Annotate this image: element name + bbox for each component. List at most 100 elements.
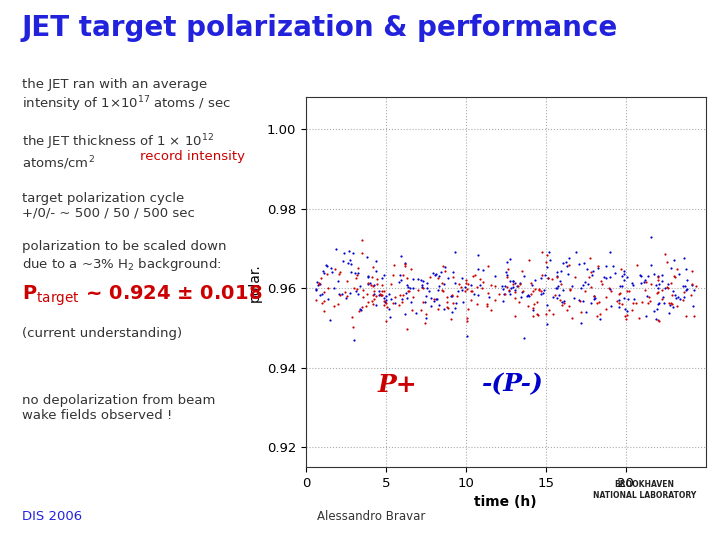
Point — [387, 299, 398, 307]
Point — [508, 280, 519, 288]
Point — [514, 279, 526, 288]
Point — [564, 286, 576, 294]
Point — [468, 289, 480, 298]
Point — [613, 302, 625, 311]
Point — [408, 275, 419, 284]
Point — [668, 272, 680, 280]
Point — [418, 276, 429, 285]
Point — [593, 298, 605, 306]
Point — [447, 298, 459, 307]
Point — [333, 289, 345, 298]
Point — [593, 264, 604, 273]
Point — [538, 286, 549, 294]
Point — [665, 298, 676, 307]
Point — [513, 298, 524, 307]
Point — [594, 309, 606, 318]
Point — [342, 259, 354, 267]
Point — [527, 304, 539, 313]
Point — [366, 282, 378, 291]
Point — [449, 304, 461, 313]
Point — [400, 310, 411, 319]
Text: P$_{\rm target}$ ~ 0.924 ± 0.018: P$_{\rm target}$ ~ 0.924 ± 0.018 — [22, 284, 262, 308]
Point — [642, 299, 654, 307]
Point — [501, 271, 513, 280]
Text: -(P-): -(P-) — [482, 373, 544, 396]
Point — [393, 301, 405, 309]
Point — [477, 265, 489, 274]
Point — [604, 273, 616, 282]
Point — [580, 287, 591, 296]
Point — [399, 262, 410, 271]
Point — [613, 295, 625, 304]
Point — [452, 287, 464, 295]
Point — [641, 312, 652, 320]
Point — [521, 292, 533, 300]
Point — [688, 312, 700, 321]
Point — [341, 276, 353, 285]
Point — [535, 287, 546, 295]
Point — [415, 275, 427, 284]
Point — [367, 263, 379, 272]
Point — [669, 273, 680, 282]
Point — [613, 299, 625, 307]
Point — [616, 271, 628, 280]
Point — [402, 325, 413, 333]
Point — [501, 273, 513, 281]
Point — [420, 310, 432, 319]
Point — [353, 307, 364, 315]
Point — [660, 284, 671, 292]
Point — [550, 283, 562, 292]
Point — [578, 258, 590, 267]
Point — [585, 267, 597, 276]
Point — [523, 291, 535, 300]
Point — [380, 296, 392, 305]
Point — [628, 281, 639, 289]
Y-axis label: polar.: polar. — [248, 263, 261, 301]
Point — [575, 308, 587, 316]
Point — [517, 286, 528, 295]
X-axis label: time (h): time (h) — [474, 495, 537, 509]
Point — [657, 276, 668, 285]
Point — [490, 272, 501, 281]
Point — [441, 293, 453, 301]
Point — [560, 258, 572, 267]
Point — [439, 267, 451, 275]
Point — [644, 280, 656, 288]
Point — [575, 319, 587, 327]
Point — [315, 279, 326, 288]
Point — [613, 289, 624, 298]
Point — [562, 269, 574, 278]
Point — [365, 280, 377, 289]
Point — [585, 283, 597, 292]
Point — [380, 317, 392, 326]
Text: BROOKHAVEN
NATIONAL LABORATORY: BROOKHAVEN NATIONAL LABORATORY — [593, 480, 696, 500]
Point — [390, 299, 401, 308]
Point — [456, 274, 468, 282]
Point — [505, 276, 516, 285]
Point — [348, 335, 360, 344]
Point — [547, 293, 559, 301]
Point — [503, 265, 514, 274]
Point — [678, 282, 689, 291]
Point — [405, 265, 416, 273]
Point — [543, 306, 554, 314]
Point — [362, 279, 374, 287]
Point — [587, 271, 598, 279]
Point — [588, 295, 600, 303]
Point — [450, 298, 462, 307]
Point — [326, 268, 338, 276]
Point — [412, 285, 423, 294]
Point — [588, 267, 599, 275]
Point — [656, 286, 667, 294]
Text: record intensity: record intensity — [140, 150, 246, 163]
Point — [441, 298, 452, 307]
Point — [395, 291, 406, 299]
Point — [541, 320, 553, 328]
Point — [515, 293, 526, 301]
Point — [552, 268, 563, 276]
Point — [680, 286, 692, 294]
Point — [626, 279, 638, 287]
Point — [536, 274, 547, 282]
Point — [561, 306, 572, 315]
Point — [344, 256, 356, 265]
